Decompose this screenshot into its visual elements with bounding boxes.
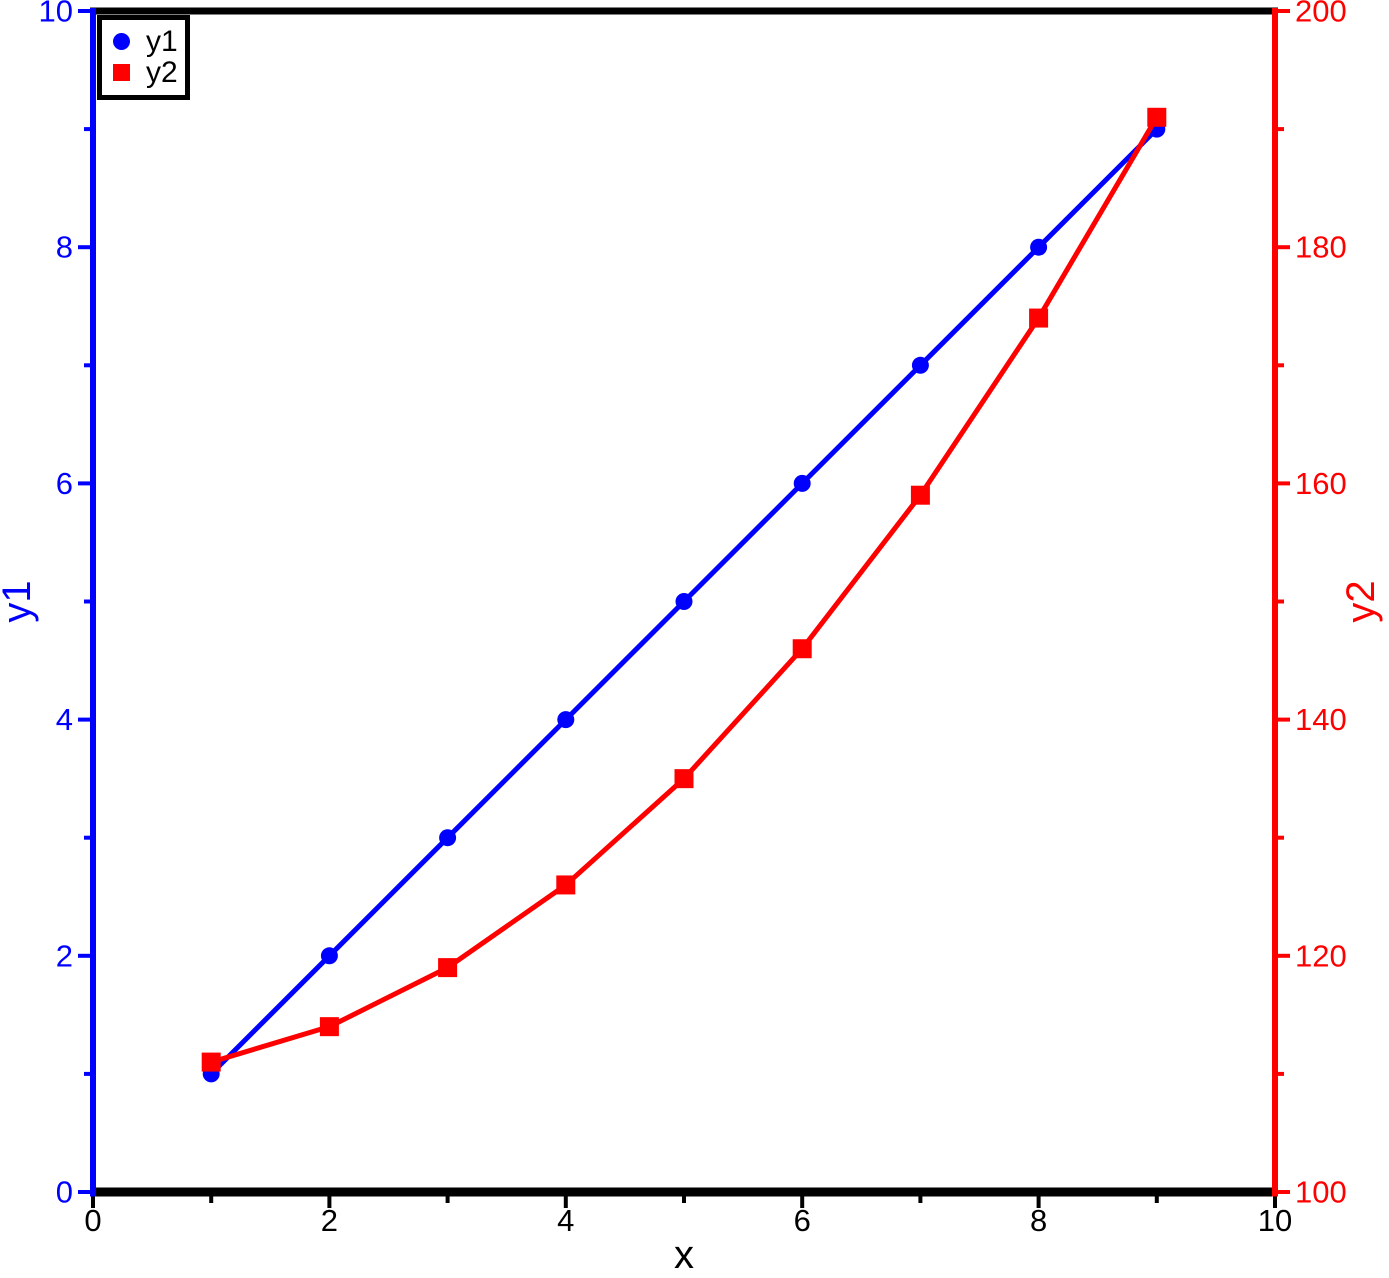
left-axis-tick-label: 8	[56, 230, 73, 265]
left-axis-tick-label: 4	[56, 702, 73, 737]
series-y2-marker	[1147, 107, 1167, 127]
series-y1-marker	[557, 711, 575, 729]
right-axis-tick-label: 100	[1295, 1175, 1347, 1210]
series-y1-marker	[675, 593, 693, 610]
x-axis-tick-label: 10	[1258, 1203, 1292, 1238]
series-y2-marker	[1029, 308, 1049, 328]
right-axis-tick-label: 120	[1295, 938, 1347, 973]
left-axis-tick-label: 2	[56, 938, 73, 973]
legend-label-y1: y1	[146, 25, 178, 58]
series-y2-marker	[438, 958, 458, 978]
series-y2-marker	[556, 875, 576, 895]
series-y1-marker	[793, 474, 811, 492]
x-axis-tick-label: 4	[557, 1203, 574, 1238]
x-axis-tick-label: 6	[794, 1203, 811, 1238]
legend-marker-y2	[113, 64, 130, 81]
series-y2-marker	[201, 1052, 221, 1072]
series-y2-marker	[674, 769, 694, 789]
legend-box	[97, 15, 190, 100]
legend-label-y2: y2	[146, 56, 178, 89]
series-y1-marker	[439, 829, 457, 847]
series-y1-marker	[911, 356, 929, 374]
x-axis-tick-label: 2	[321, 1203, 338, 1238]
series-y2-marker	[792, 639, 812, 659]
left-axis-tick-label: 10	[39, 0, 73, 29]
left-axis-tick-label: 6	[56, 466, 73, 501]
x-axis-tick-label: 8	[1030, 1203, 1047, 1238]
series-y1-marker	[1030, 238, 1048, 256]
x-axis-title: x	[674, 1233, 694, 1273]
right-axis-title: y2	[1339, 580, 1383, 622]
left-axis-title: y1	[0, 580, 39, 622]
left-axis-tick-label: 0	[56, 1175, 73, 1210]
series-y2-marker	[319, 1017, 339, 1037]
x-axis-tick-label: 0	[84, 1203, 101, 1238]
right-axis-tick-label: 140	[1295, 702, 1347, 737]
right-axis-tick-label: 180	[1295, 230, 1347, 265]
series-y2-marker	[910, 485, 930, 505]
legend-marker-y1	[113, 33, 130, 50]
right-axis-tick-label: 160	[1295, 466, 1347, 501]
right-axis-tick-label: 200	[1295, 0, 1347, 29]
series-y1-marker	[320, 947, 338, 965]
